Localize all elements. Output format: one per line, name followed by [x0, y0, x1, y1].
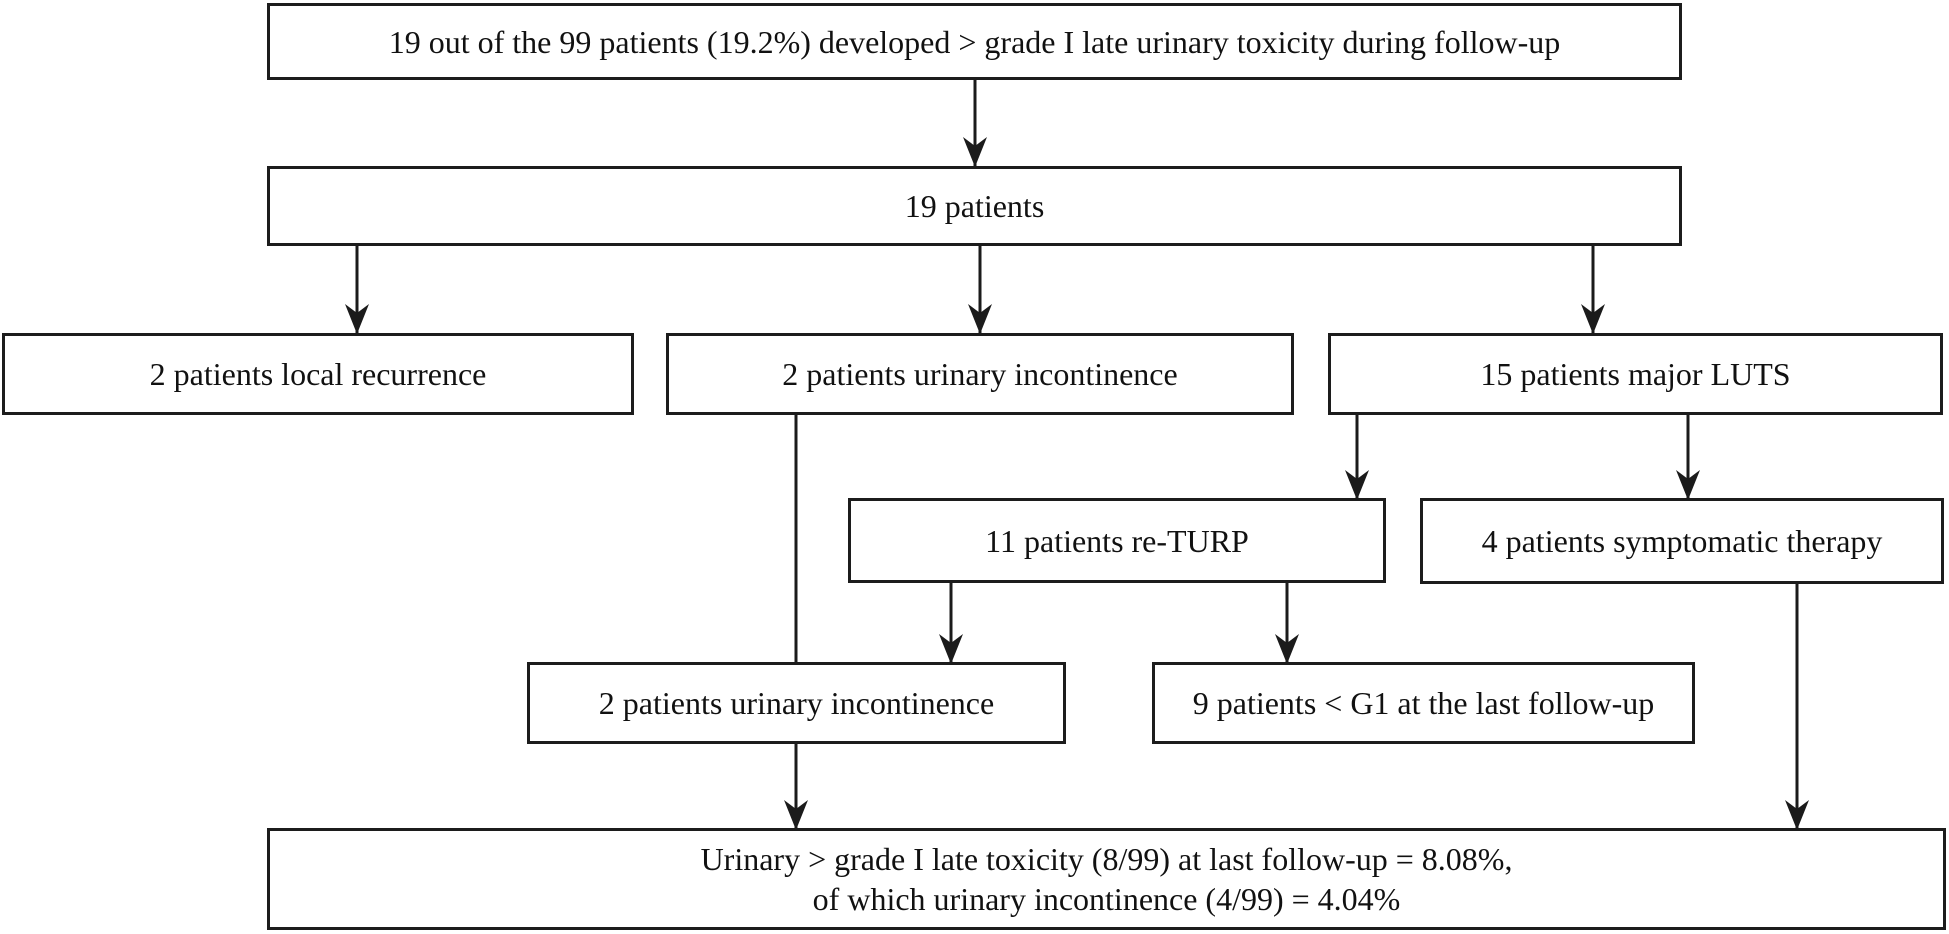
node-cohort-label: 19 patients [904, 188, 1045, 224]
node-below-g1-final: 9 patients < G1 at the last follow-up [1152, 662, 1695, 744]
node-local-recurrence: 2 patients local recurrence [2, 333, 634, 415]
node-urinary-incontinence-final-label: 2 patients urinary incontinence [598, 685, 995, 721]
node-major-luts: 15 patients major LUTS [1328, 333, 1943, 415]
node-symptomatic-therapy-label: 4 patients symptomatic therapy [1481, 523, 1883, 559]
node-root-label: 19 out of the 99 patients (19.2%) develo… [388, 23, 1561, 60]
node-root: 19 out of the 99 patients (19.2%) develo… [267, 3, 1682, 80]
node-major-luts-label: 15 patients major LUTS [1480, 356, 1791, 392]
node-below-g1-final-label: 9 patients < G1 at the last follow-up [1192, 685, 1655, 721]
node-re-turp: 11 patients re-TURP [848, 498, 1386, 583]
node-outcome-line2: of which urinary incontinence (4/99) = 4… [812, 881, 1401, 917]
node-re-turp-label: 11 patients re-TURP [985, 522, 1249, 559]
node-outcome-line1: Urinary > grade I late toxicity (8/99) a… [700, 841, 1513, 877]
node-cohort: 19 patients [267, 166, 1682, 246]
node-symptomatic-therapy: 4 patients symptomatic therapy [1420, 498, 1944, 584]
node-urinary-incontinence-final: 2 patients urinary incontinence [527, 662, 1066, 744]
node-urinary-incontinence-label: 2 patients urinary incontinence [782, 356, 1178, 392]
node-urinary-incontinence: 2 patients urinary incontinence [666, 333, 1294, 415]
node-outcome: Urinary > grade I late toxicity (8/99) a… [267, 828, 1946, 930]
node-local-recurrence-label: 2 patients local recurrence [149, 356, 487, 392]
